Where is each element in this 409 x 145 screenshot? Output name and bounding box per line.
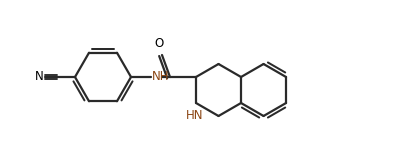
Text: NH: NH xyxy=(152,70,169,84)
Text: N: N xyxy=(35,70,44,84)
Text: O: O xyxy=(154,37,163,50)
Text: HN: HN xyxy=(186,109,203,122)
